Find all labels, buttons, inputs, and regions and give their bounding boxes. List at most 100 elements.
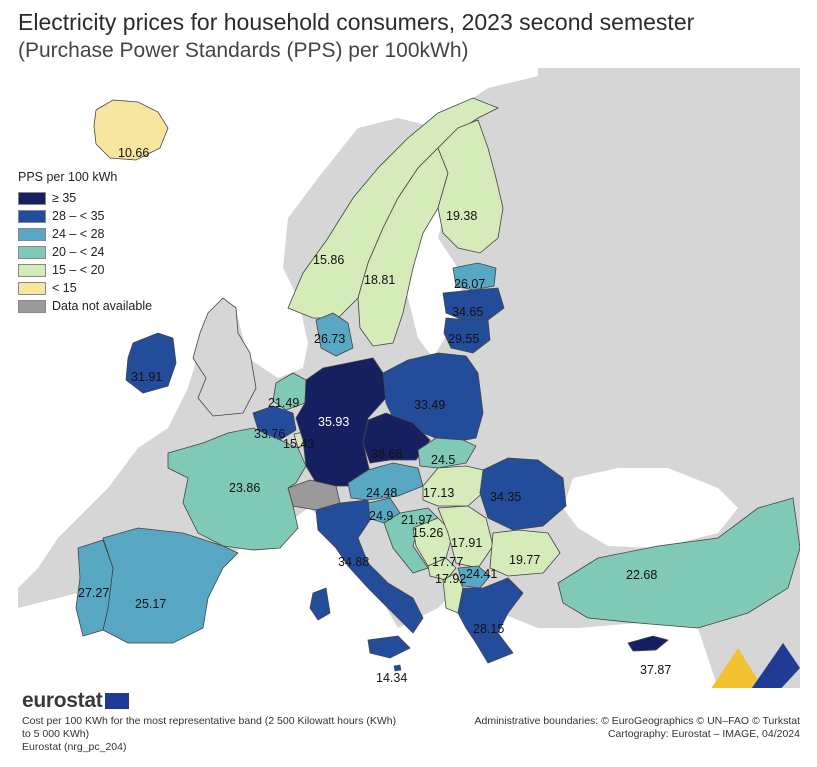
footnote-band: Cost per 100 KWh for the most representa…: [22, 715, 397, 740]
label-france: 23.86: [229, 481, 260, 495]
country-turkey: [557, 497, 800, 629]
eurostat-wordmark: eurostat: [22, 689, 103, 712]
legend-item: Data not available: [18, 297, 152, 315]
sea-black: [563, 468, 738, 548]
label-poland: 33.49: [414, 398, 445, 412]
label-netherlands: 21.49: [268, 396, 299, 410]
label-sweden: 18.81: [364, 273, 395, 287]
legend-title: PPS per 100 kWh: [18, 170, 118, 184]
legend-label: 15 – < 20: [52, 263, 105, 277]
legend-item: < 15: [18, 279, 152, 297]
country-italy: [315, 499, 424, 634]
country-north-macedonia: [457, 565, 491, 589]
label-serbia: 17.91: [451, 536, 482, 550]
label-denmark: 26.73: [314, 332, 345, 346]
eurostat-logo: eurostat: [22, 689, 130, 713]
legend-item: 20 – < 24: [18, 243, 152, 261]
country-slovakia: [417, 437, 477, 469]
legend-swatch: [18, 263, 46, 277]
country-finland: [437, 119, 504, 254]
country-montenegro: [427, 557, 457, 581]
country-czechia: [362, 412, 431, 464]
legend-label: 20 – < 24: [52, 245, 105, 259]
eurostat-ribbon-yellow: [711, 648, 763, 688]
legend: PPS per 100 kWh ≥ 35 28 – < 35 24 – < 28…: [18, 170, 152, 315]
country-bulgaria: [489, 529, 561, 577]
legend-label: 28 – < 35: [52, 209, 105, 223]
country-ireland: [125, 332, 177, 394]
europe-map: 10.66 15.86 18.81 19.38 26.07 34.65 29.5…: [18, 68, 800, 688]
label-cyprus: 37.87: [640, 663, 671, 677]
country-estonia: [452, 262, 497, 291]
legend-swatch: [18, 191, 46, 205]
legend-swatch: [18, 299, 46, 313]
label-montenegro: 17.77: [432, 555, 463, 569]
legend-label: Data not available: [52, 299, 153, 313]
chart-title: Electricity prices for household consume…: [18, 8, 808, 65]
footnote-source: Eurostat (nrg_pc_204): [22, 741, 127, 753]
legend-item: 24 – < 28: [18, 225, 152, 243]
footnote-carto: Cartography: Eurostat – IMAGE, 04/2024: [607, 728, 800, 740]
label-slovenia: 24.9: [369, 509, 393, 523]
map-svg: 10.66 15.86 18.81 19.38 26.07 34.65 29.5…: [18, 68, 800, 688]
label-north-macedonia: 24.41: [466, 567, 497, 581]
country-malta: [393, 664, 402, 672]
label-norway: 15.86: [313, 253, 344, 267]
label-croatia: 21.97: [401, 513, 432, 527]
eurostat-ribbon-blue: [751, 643, 800, 688]
label-hungary: 17.13: [423, 486, 454, 500]
label-lithuania: 29.55: [448, 332, 479, 346]
country-romania: [479, 457, 567, 531]
country-uk: [192, 297, 257, 417]
legend-label: ≥ 35: [52, 191, 77, 205]
legend-label: 24 – < 28: [52, 227, 105, 241]
footer: eurostat Cost per 100 KWh for the most r…: [18, 688, 808, 767]
label-romania: 34.35: [490, 490, 521, 504]
country-cyprus: [627, 635, 669, 652]
label-germany: 35.93: [318, 415, 349, 429]
label-belgium: 33.76: [254, 427, 285, 441]
title-line-2: (Purchase Power Standards (PPS) per 100k…: [18, 39, 469, 62]
label-greece: 28.15: [473, 622, 504, 636]
label-austria: 24.48: [366, 486, 397, 500]
label-czechia: 38.68: [371, 447, 402, 461]
label-malta: 14.34: [376, 671, 407, 685]
legend-swatch: [18, 281, 46, 295]
legend-item: ≥ 35: [18, 189, 152, 207]
country-lithuania: [443, 317, 491, 354]
label-portugal: 27.27: [78, 586, 109, 600]
legend-swatch: [18, 209, 46, 223]
sea-mediterranean: [18, 508, 718, 688]
label-iceland: 10.66: [118, 146, 149, 160]
label-italy: 34.88: [338, 555, 369, 569]
country-iceland: [93, 99, 169, 161]
sea-atlantic: [18, 68, 538, 588]
label-ireland: 31.91: [131, 370, 162, 384]
legend-item: 15 – < 20: [18, 261, 152, 279]
country-france: [167, 427, 307, 551]
footnote-admin: Administrative boundaries: © EuroGeograp…: [474, 715, 800, 727]
title-line-1: Electricity prices for household consume…: [18, 9, 695, 35]
legend-label: < 15: [52, 281, 77, 295]
label-bulgaria: 19.77: [509, 553, 540, 567]
country-denmark: [315, 312, 354, 357]
eu-flag-icon: [105, 693, 130, 709]
country-portugal: [75, 539, 114, 637]
country-sardinia: [309, 587, 331, 621]
sea-north: [238, 268, 308, 378]
country-sicily: [367, 635, 411, 659]
legend-swatch: [18, 245, 46, 259]
label-finland: 19.38: [446, 209, 477, 223]
label-slovakia: 24.5: [431, 453, 455, 467]
label-albania: 17.92: [435, 572, 466, 586]
country-germany: [295, 357, 387, 487]
legend-swatch: [18, 227, 46, 241]
label-estonia: 26.07: [454, 277, 485, 291]
label-luxembourg: 15.43: [283, 437, 314, 451]
legend-item: 28 – < 35: [18, 207, 152, 225]
label-bosnia: 15.26: [412, 526, 443, 540]
label-turkey: 22.68: [626, 568, 657, 582]
country-greece: [457, 577, 524, 664]
label-latvia: 34.65: [452, 305, 483, 319]
label-spain: 25.17: [135, 597, 166, 611]
